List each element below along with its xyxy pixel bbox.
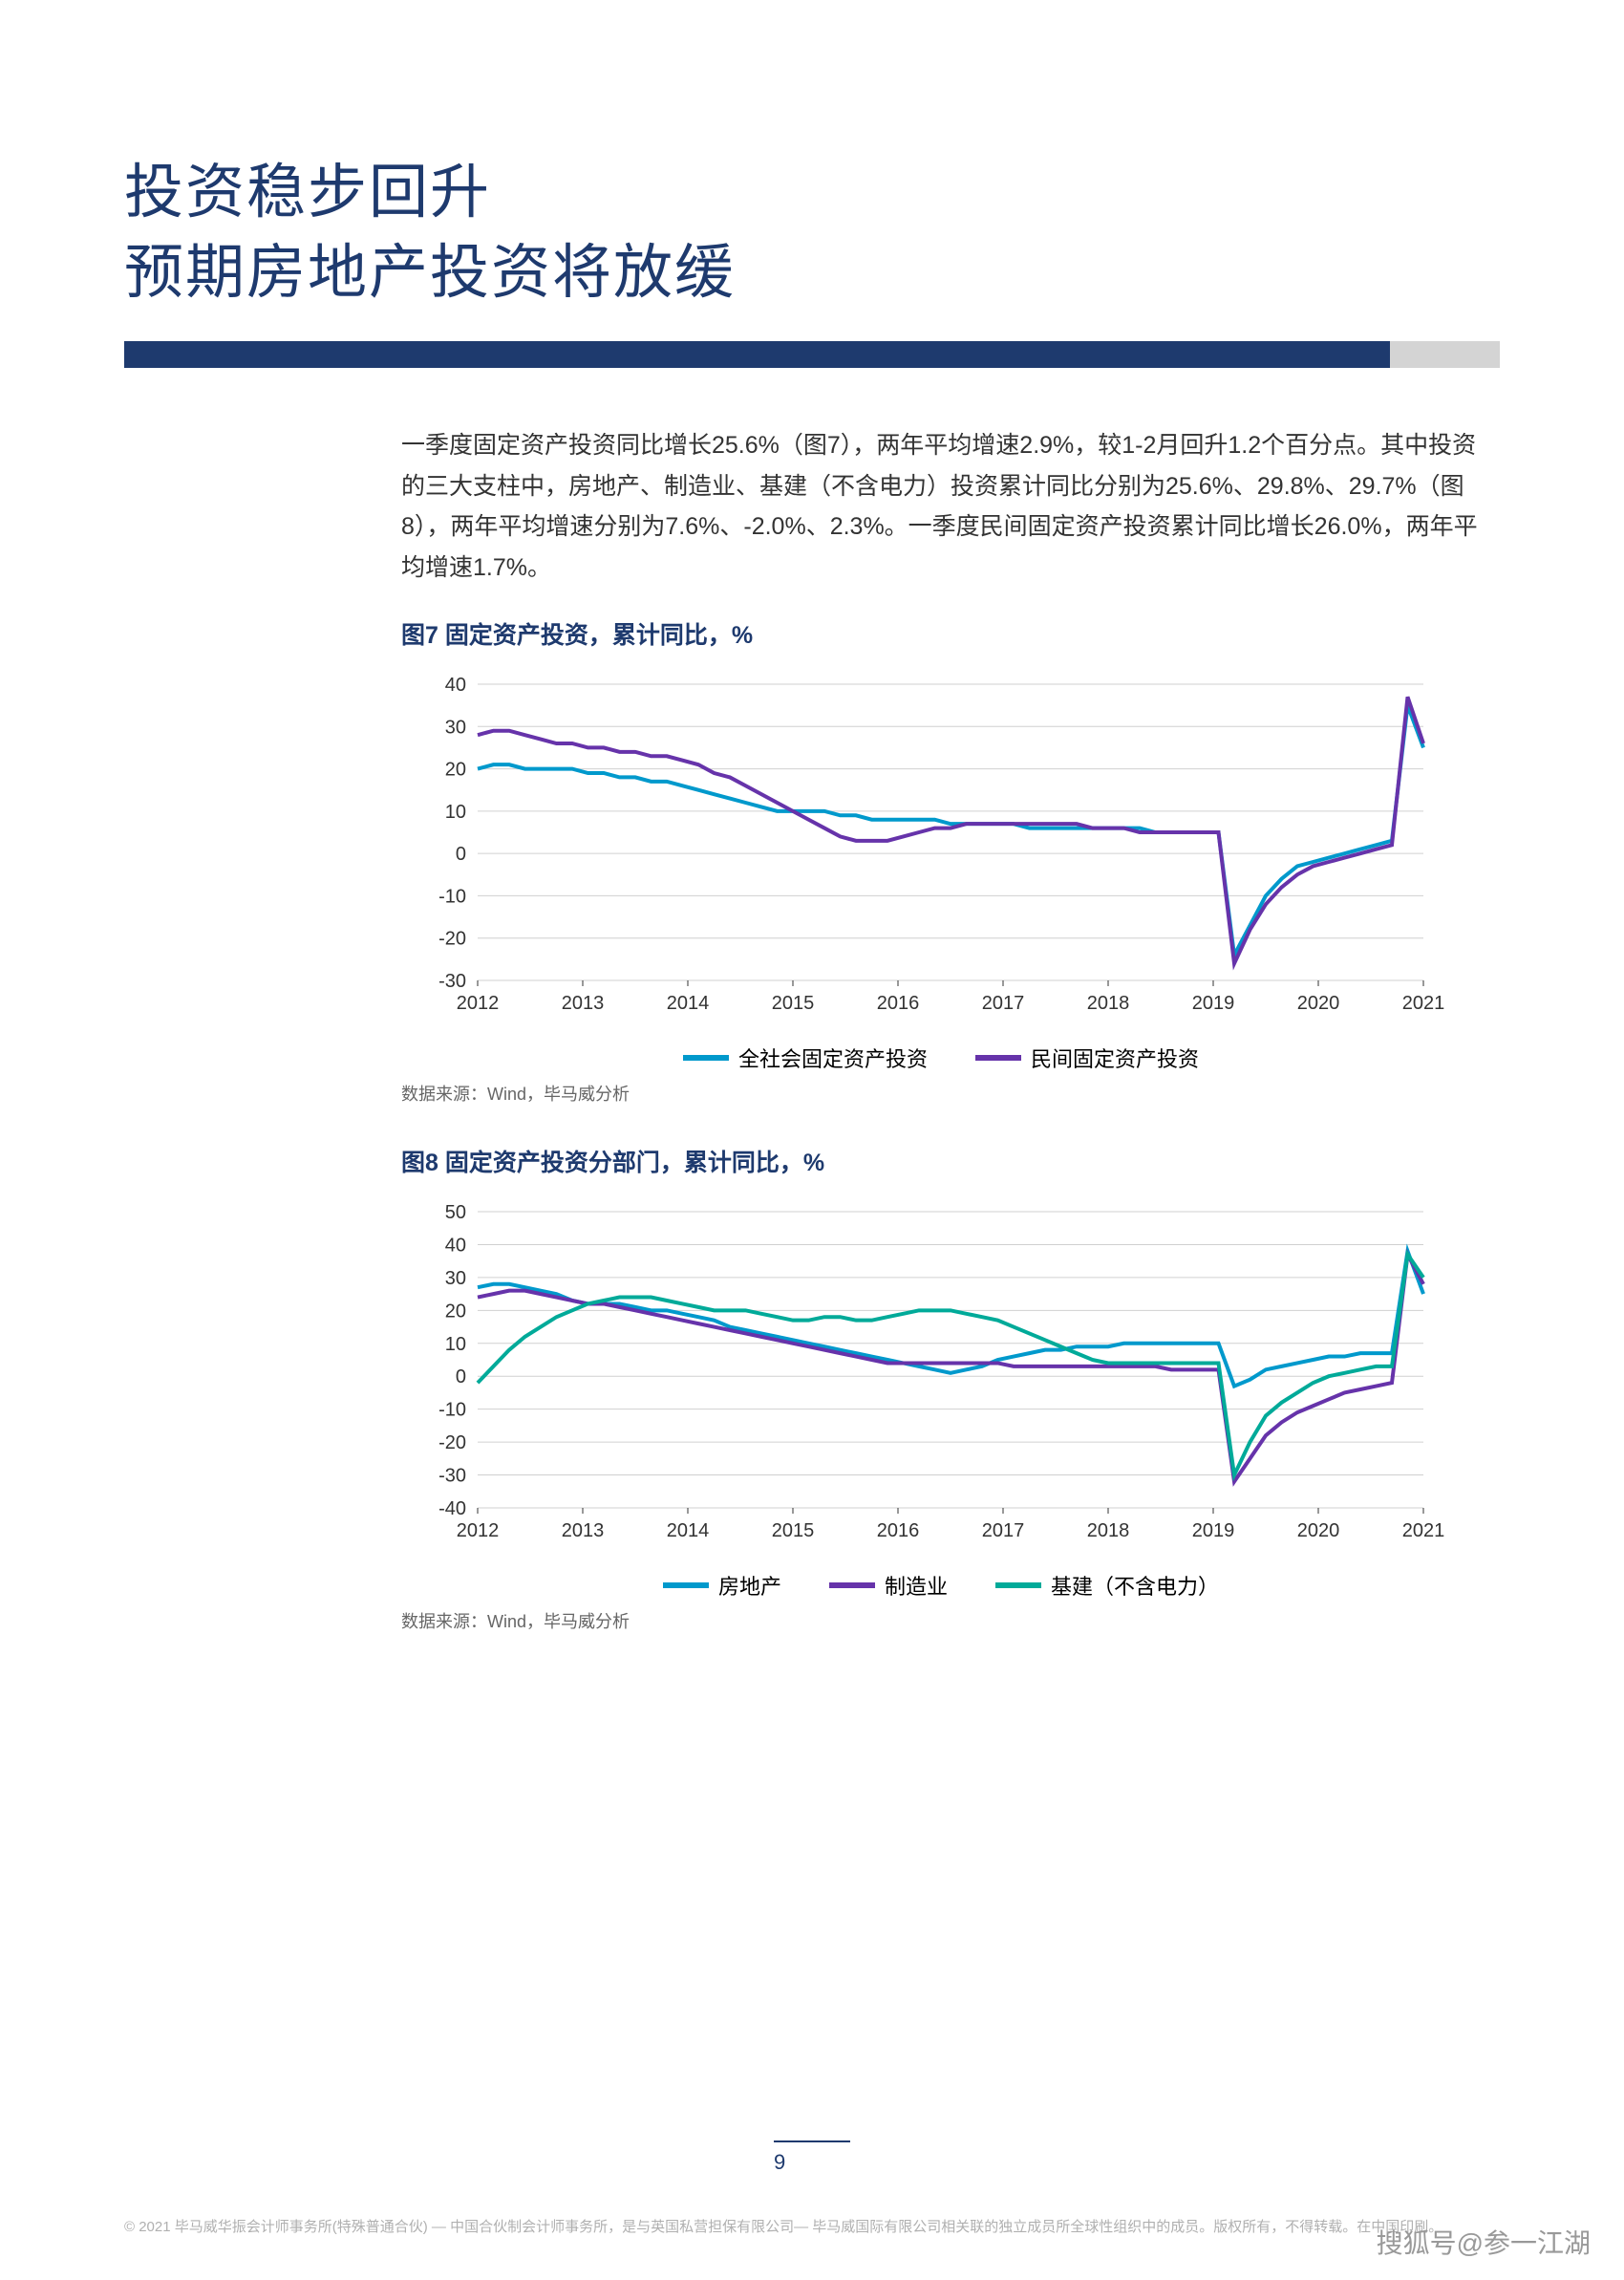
legend-label: 基建（不含电力） (1051, 1570, 1219, 1601)
svg-text:50: 50 (445, 1202, 466, 1223)
svg-text:-40: -40 (438, 1498, 466, 1519)
chart8-legend: 房地产 制造业 基建（不含电力） (401, 1570, 1481, 1601)
page-number: 9 (774, 2140, 850, 2175)
legend-swatch (829, 1582, 875, 1588)
svg-text:-10: -10 (438, 887, 466, 908)
legend-item: 全社会固定资产投资 (683, 1043, 928, 1073)
svg-text:2017: 2017 (982, 1520, 1025, 1541)
page-container: 投资稳步回升 预期房地产投资将放缓 一季度固定资产投资同比增长25.6%（图7）… (0, 0, 1624, 2280)
svg-text:2015: 2015 (772, 1520, 815, 1541)
svg-text:2021: 2021 (1402, 993, 1445, 1014)
chart8-title: 图8 固定资产投资分部门，累计同比，% (401, 1144, 1481, 1178)
section-divider-bar (124, 341, 1500, 368)
svg-text:-20: -20 (438, 1432, 466, 1453)
svg-text:30: 30 (445, 718, 466, 739)
svg-text:2016: 2016 (877, 993, 920, 1014)
svg-text:2013: 2013 (562, 1520, 605, 1541)
svg-text:2018: 2018 (1087, 993, 1130, 1014)
chart7-container: 40 30 20 10 0 -10 -20 -302012 2013 2014 2015 2016 20… (401, 665, 1481, 1033)
legend-label: 全社会固定资产投资 (738, 1043, 928, 1073)
svg-text:-10: -10 (438, 1400, 466, 1421)
legend-swatch (975, 1055, 1021, 1061)
svg-text:2012: 2012 (457, 1520, 500, 1541)
legend-swatch (663, 1582, 709, 1588)
svg-text:2021: 2021 (1402, 1520, 1445, 1541)
chart8-svg: 50 40 30 20 10 0 -10 -20 -30 -402012 2013 2014 2015 2… (401, 1193, 1452, 1556)
svg-text:2019: 2019 (1192, 993, 1235, 1014)
svg-text:2017: 2017 (982, 993, 1025, 1014)
chart8-container: 50 40 30 20 10 0 -10 -20 -30 -402012 2013 2014 2015 2… (401, 1193, 1481, 1560)
svg-text:2012: 2012 (457, 993, 500, 1014)
svg-text:0: 0 (456, 1367, 466, 1388)
legend-label: 民间固定资产投资 (1031, 1043, 1199, 1073)
watermark-text: 搜狐号@参一江湖 (1377, 2223, 1591, 2261)
svg-text:2016: 2016 (877, 1520, 920, 1541)
chart7-title: 图7 固定资产投资，累计同比，% (401, 616, 1481, 651)
content-area: 一季度固定资产投资同比增长25.6%（图7），两年平均增速2.9%，较1-2月回… (401, 425, 1481, 1633)
title-section: 投资稳步回升 预期房地产投资将放缓 (124, 153, 1500, 312)
page-number-text: 9 (774, 2150, 785, 2174)
chart7-svg: 40 30 20 10 0 -10 -20 -302012 2013 2014 2015 2016 20… (401, 665, 1452, 1028)
svg-text:-20: -20 (438, 929, 466, 950)
svg-text:40: 40 (445, 1236, 466, 1257)
svg-text:2014: 2014 (667, 1520, 710, 1541)
svg-text:10: 10 (445, 802, 466, 823)
legend-item: 房地产 (663, 1570, 781, 1601)
copyright-text: © 2021 毕马威华振会计师事务所(特殊普通合伙) — 中国合伙制会计师事务所… (124, 2217, 1500, 2237)
svg-text:10: 10 (445, 1334, 466, 1355)
legend-swatch (995, 1582, 1041, 1588)
svg-text:20: 20 (445, 1301, 466, 1323)
chart7-legend: 全社会固定资产投资 民间固定资产投资 (401, 1043, 1481, 1073)
svg-text:2020: 2020 (1297, 1520, 1340, 1541)
svg-text:2018: 2018 (1087, 1520, 1130, 1541)
chart8-source: 数据来源：Wind，毕马威分析 (401, 1608, 1481, 1633)
svg-text:2015: 2015 (772, 993, 815, 1014)
svg-text:2019: 2019 (1192, 1520, 1235, 1541)
legend-label: 房地产 (718, 1570, 781, 1601)
svg-text:0: 0 (456, 845, 466, 866)
title-line-1: 投资稳步回升 (124, 153, 1500, 233)
body-paragraph: 一季度固定资产投资同比增长25.6%（图7），两年平均增速2.9%，较1-2月回… (401, 425, 1481, 588)
legend-item: 制造业 (829, 1570, 948, 1601)
svg-text:-30: -30 (438, 1466, 466, 1487)
svg-text:2013: 2013 (562, 993, 605, 1014)
legend-swatch (683, 1055, 729, 1061)
svg-text:30: 30 (445, 1268, 466, 1289)
page-number-line (774, 2140, 850, 2142)
legend-item: 基建（不含电力） (995, 1570, 1219, 1601)
svg-text:20: 20 (445, 760, 466, 781)
svg-text:2014: 2014 (667, 993, 710, 1014)
legend-label: 制造业 (885, 1570, 948, 1601)
title-line-2: 预期房地产投资将放缓 (124, 233, 1500, 313)
svg-text:40: 40 (445, 675, 466, 696)
svg-text:-30: -30 (438, 971, 466, 992)
legend-item: 民间固定资产投资 (975, 1043, 1199, 1073)
chart7-source: 数据来源：Wind，毕马威分析 (401, 1081, 1481, 1106)
svg-text:2020: 2020 (1297, 993, 1340, 1014)
